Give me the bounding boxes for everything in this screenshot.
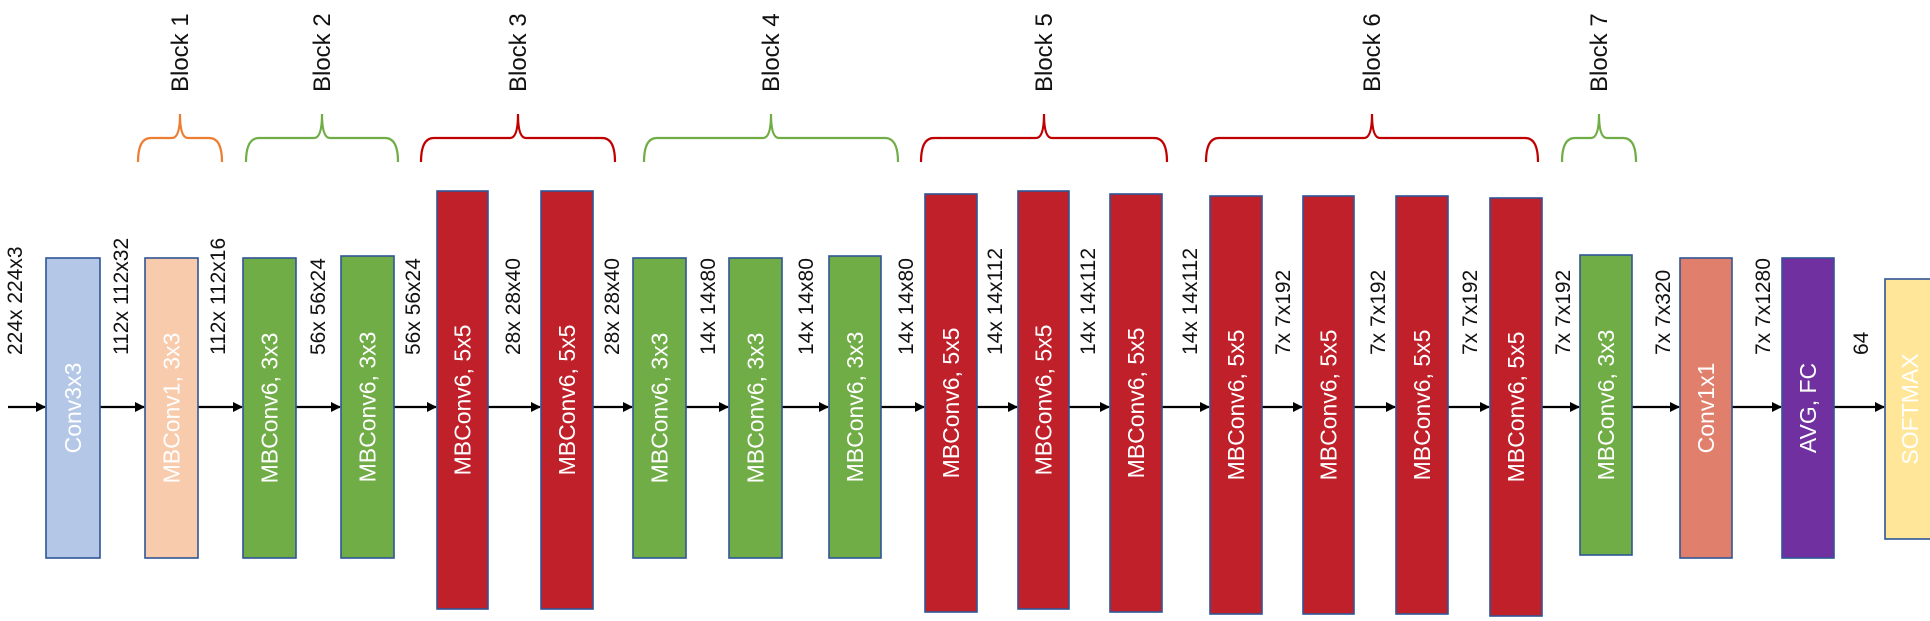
tensor-shape-label-17: 7x 7x192: [1552, 270, 1575, 355]
layer-9-label: MBConv6, 3x3: [842, 332, 868, 483]
layer-14: MBConv6, 5x5: [1302, 195, 1355, 615]
tensor-shape-label-4: 56x 56x24: [307, 258, 330, 355]
tensor-shape-label-14: 7x 7x192: [1272, 270, 1295, 355]
tensor-shape-label-1: 224x 224x3: [4, 246, 27, 355]
layer-12: MBConv6, 5x5: [1109, 193, 1163, 613]
block-4-brace: [642, 113, 900, 163]
tensor-shape-label-10: 14x 14x80: [895, 258, 918, 355]
layer-12-label: MBConv6, 5x5: [1123, 328, 1149, 479]
layer-18: Conv1x1: [1679, 257, 1733, 559]
layer-13-label: MBConv6, 5x5: [1223, 330, 1249, 481]
layer-11-label: MBConv6, 5x5: [1031, 325, 1057, 476]
layer-1: Conv3x3: [45, 257, 101, 559]
layer-15: MBConv6, 5x5: [1395, 195, 1449, 615]
layer-20-label: SOFTMAX: [1897, 353, 1923, 464]
block-7-label: Block 7: [1586, 13, 1613, 92]
block-3-label: Block 3: [505, 13, 532, 92]
layer-18-box: [1679, 257, 1733, 559]
layer-2-label: MBConv1, 3x3: [159, 333, 185, 484]
block-3-brace: [419, 113, 617, 163]
layer-8-box: [728, 257, 783, 559]
layer-14-box: [1302, 195, 1355, 615]
layer-6: MBConv6, 5x5: [540, 190, 594, 610]
layer-6-box: [540, 190, 594, 610]
tensor-shape-label-19: 7x 7x1280: [1752, 258, 1775, 355]
tensor-shape-label-12: 14x 14x112: [1077, 248, 1100, 355]
layer-5-box: [436, 190, 489, 610]
tensor-shape-label-3: 112x 112x16: [207, 238, 230, 355]
tensor-shape-label-18: 7x 7x320: [1652, 270, 1675, 355]
layer-6-label: MBConv6, 5x5: [554, 325, 580, 476]
layer-9-box: [828, 255, 882, 559]
block-4-label: Block 4: [758, 13, 785, 92]
block-5-label: Block 5: [1031, 13, 1058, 92]
layer-7-label: MBConv6, 3x3: [647, 333, 673, 484]
layer-2: MBConv1, 3x3: [144, 257, 199, 559]
layer-20: SOFTMAX: [1884, 278, 1930, 540]
layer-1-label: Conv3x3: [60, 363, 86, 454]
layer-19-label: AVG, FC: [1795, 363, 1821, 453]
tensor-shape-label-15: 7x 7x192: [1367, 270, 1390, 355]
layer-3-box: [242, 257, 297, 559]
block-2-brace: [244, 113, 400, 163]
layer-17: MBConv6, 3x3: [1579, 254, 1633, 556]
tensor-shape-label-7: 28x 28x40: [601, 258, 624, 355]
layer-9: MBConv6, 3x3: [828, 255, 882, 559]
layer-5: MBConv6, 5x5: [436, 190, 489, 610]
layer-14-label: MBConv6, 5x5: [1316, 330, 1342, 481]
block-5-brace: [919, 113, 1169, 163]
tensor-shape-label-16: 7x 7x192: [1459, 270, 1482, 355]
layer-17-box: [1579, 254, 1633, 556]
layer-17-label: MBConv6, 3x3: [1593, 330, 1619, 481]
tensor-shape-label-9: 14x 14x80: [795, 258, 818, 355]
layer-3-label: MBConv6, 3x3: [257, 333, 283, 484]
block-2-label: Block 2: [309, 13, 336, 92]
tensor-shape-label-6: 28x 28x40: [502, 258, 525, 355]
layer-16-label: MBConv6, 5x5: [1503, 332, 1529, 483]
tensor-shape-label-8: 14x 14x80: [697, 258, 720, 355]
layer-3: MBConv6, 3x3: [242, 257, 297, 559]
layer-10-box: [924, 193, 978, 613]
layer-7-box: [632, 257, 687, 559]
tensor-shape-label-13: 14x 14x112: [1179, 248, 1202, 355]
tensor-shape-label-11: 14x 14x112: [984, 248, 1007, 355]
block-1-label: Block 1: [167, 13, 194, 92]
layer-16: MBConv6, 5x5: [1489, 197, 1543, 617]
layer-19-box: [1781, 257, 1835, 559]
layer-10-label: MBConv6, 5x5: [938, 328, 964, 479]
layer-4-box: [340, 255, 395, 559]
layer-8: MBConv6, 3x3: [728, 257, 783, 559]
block-6-brace: [1204, 113, 1540, 163]
block-1-brace: [136, 113, 224, 163]
tensor-shape-label-20: 64: [1850, 331, 1873, 355]
layer-20-box: [1884, 278, 1930, 540]
tensor-shape-label-2: 112x 112x32: [110, 238, 133, 355]
layer-16-box: [1489, 197, 1543, 617]
layer-8-label: MBConv6, 3x3: [743, 333, 769, 484]
layer-19: AVG, FC: [1781, 257, 1835, 559]
block-6-label: Block 6: [1359, 13, 1386, 92]
layer-4: MBConv6, 3x3: [340, 255, 395, 559]
layer-13-box: [1209, 195, 1263, 615]
layer-15-box: [1395, 195, 1449, 615]
layer-13: MBConv6, 5x5: [1209, 195, 1263, 615]
layer-1-box: [45, 257, 101, 559]
layer-12-box: [1109, 193, 1163, 613]
block-7-brace: [1560, 113, 1638, 163]
layer-4-label: MBConv6, 3x3: [355, 332, 381, 483]
layer-15-label: MBConv6, 5x5: [1409, 330, 1435, 481]
layer-18-label: Conv1x1: [1693, 363, 1719, 454]
layer-5-label: MBConv6, 5x5: [450, 325, 476, 476]
layer-11: MBConv6, 5x5: [1017, 190, 1070, 610]
layer-11-box: [1017, 190, 1070, 610]
layer-7: MBConv6, 3x3: [632, 257, 687, 559]
tensor-shape-label-5: 56x 56x24: [402, 258, 425, 355]
layer-10: MBConv6, 5x5: [924, 193, 978, 613]
layer-2-box: [144, 257, 199, 559]
